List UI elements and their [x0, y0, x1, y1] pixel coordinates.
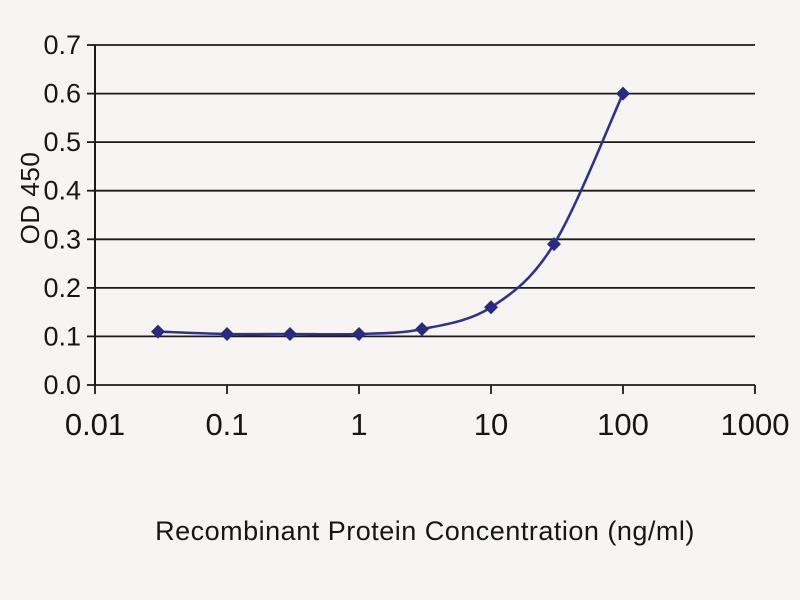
data-point-marker	[283, 327, 297, 341]
data-point-marker	[484, 300, 498, 315]
y-tick-label: 0.0	[43, 370, 81, 400]
y-tick-label: 0.4	[43, 176, 81, 206]
y-axis-title: OD 450	[15, 151, 45, 245]
data-point-marker	[616, 86, 630, 101]
x-tick-label: 100	[597, 407, 649, 442]
y-tick-label: 0.6	[43, 79, 81, 109]
series-line	[157, 93, 625, 336]
x-axis-title: Recombinant Protein Concentration (ng/ml…	[155, 516, 695, 546]
data-point-marker	[415, 322, 429, 337]
y-tick-label: 0.1	[43, 321, 81, 351]
x-tick-label: 10	[474, 407, 508, 442]
data-point-marker	[352, 327, 366, 341]
x-tick-label: 0.1	[205, 407, 248, 442]
y-tick-label: 0.7	[43, 30, 81, 60]
data-point-marker	[220, 327, 234, 341]
x-tick-label: 0.01	[65, 407, 125, 442]
data-point-marker	[151, 324, 165, 339]
data-point-marker	[547, 237, 561, 252]
x-tick-label: 1000	[721, 407, 790, 442]
y-tick-label: 0.2	[43, 273, 81, 303]
y-tick-label: 0.5	[43, 127, 81, 157]
y-tick-label: 0.3	[43, 224, 81, 254]
x-tick-label: 1	[350, 407, 367, 442]
